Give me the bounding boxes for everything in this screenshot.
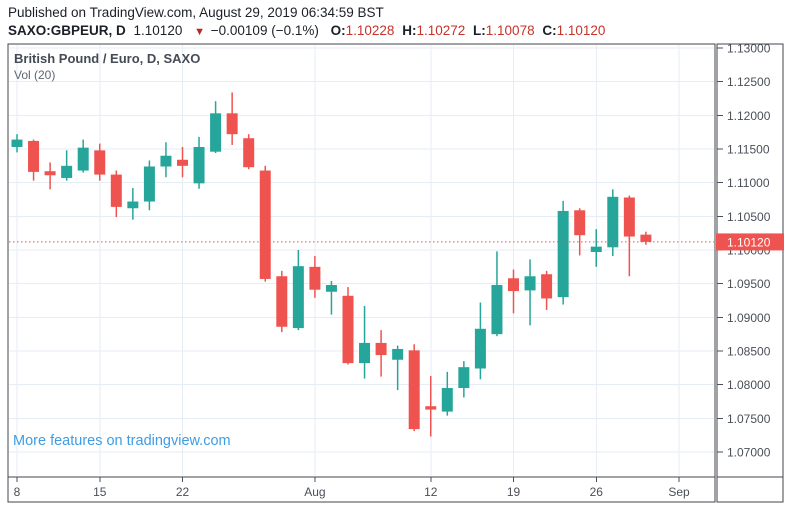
- candle-body: [61, 165, 73, 178]
- candle-body: [28, 140, 40, 172]
- candle-body: [408, 350, 420, 430]
- axis-corner-box: [716, 476, 784, 503]
- low-value: 1.10078: [485, 23, 535, 38]
- low-label: L:: [473, 23, 486, 38]
- price-change: −0.00109 (−0.1%): [210, 23, 319, 38]
- candle-body: [508, 278, 519, 292]
- candle-body: [342, 295, 354, 364]
- indicator-label[interactable]: Vol (20): [14, 68, 56, 82]
- candle-body: [127, 201, 139, 209]
- tradingview-link[interactable]: More features on tradingview.com: [13, 433, 231, 449]
- current-price-tag: [716, 233, 784, 251]
- candle-body: [590, 246, 602, 253]
- candle-body: [292, 266, 304, 329]
- down-triangle-icon: ▼: [194, 26, 205, 38]
- y-axis-label: 1.11000: [727, 176, 770, 190]
- y-axis-label: 1.10500: [727, 210, 771, 224]
- publish-caption: Published on TradingView.com, August 29,…: [8, 5, 384, 20]
- y-axis-label: 1.08000: [727, 378, 771, 392]
- high-label: H:: [402, 23, 417, 38]
- candle-body: [557, 210, 569, 298]
- candle-body: [541, 274, 553, 299]
- candle-body: [177, 159, 188, 166]
- y-axis-label: 1.09500: [727, 277, 771, 291]
- candle-body: [325, 285, 337, 292]
- candle-body: [458, 367, 470, 389]
- candle-body: [607, 196, 619, 248]
- y-axis-label: 1.07000: [727, 446, 771, 460]
- candle-body: [640, 234, 652, 242]
- candle-body: [77, 147, 89, 171]
- candle-body: [160, 155, 172, 167]
- y-axis-label: 1.07500: [727, 412, 771, 426]
- chart-title: British Pound / Euro, D, SAXO: [14, 51, 201, 66]
- x-axis-label: 8: [14, 485, 21, 499]
- candle-body: [210, 113, 222, 152]
- x-axis-label: Sep: [668, 485, 690, 499]
- open-value: 1.10228: [345, 23, 395, 38]
- candle-body: [441, 388, 453, 412]
- candle-body: [425, 406, 437, 410]
- candle-body: [574, 210, 586, 236]
- symbol-summary: SAXO:GBPEUR, D 1.10120 ▼ −0.00109 (−0.1%…: [8, 23, 605, 38]
- chart-pane-border: [7, 43, 716, 478]
- x-axis-label: 19: [507, 485, 521, 499]
- close-value: 1.10120: [556, 23, 606, 38]
- candle-body: [11, 139, 23, 147]
- candle-body: [259, 170, 271, 279]
- candle-body: [491, 285, 503, 335]
- y-axis-label: 1.08500: [727, 345, 771, 359]
- candle-body: [243, 138, 255, 168]
- time-axis-border[interactable]: [7, 476, 716, 503]
- candle-body: [276, 276, 288, 327]
- open-label: O:: [330, 23, 346, 38]
- candle-body: [359, 342, 371, 364]
- candle-body: [392, 348, 404, 360]
- y-axis-label: 1.12000: [727, 109, 771, 123]
- x-axis-label: 12: [424, 485, 438, 499]
- candle-body: [44, 171, 56, 176]
- candle-body: [110, 174, 122, 207]
- candle-body: [375, 342, 387, 356]
- y-axis-label: 1.11500: [727, 143, 770, 157]
- symbol-name[interactable]: SAXO:GBPEUR, D: [8, 23, 126, 38]
- close-label: C:: [542, 23, 557, 38]
- y-axis-label: 1.09000: [727, 311, 771, 325]
- candle-body: [193, 146, 205, 184]
- x-axis-label: 15: [93, 485, 107, 499]
- candle-body: [524, 276, 536, 291]
- last-price-value: 1.10120: [133, 23, 183, 38]
- candle-body: [474, 328, 486, 369]
- current-price-tag-value: 1.10120: [727, 235, 771, 249]
- y-axis-label: 1.13000: [727, 42, 771, 56]
- x-axis-label: Aug: [304, 485, 325, 499]
- candle-body: [309, 266, 321, 290]
- candle-body: [94, 150, 106, 175]
- candle-body: [143, 166, 155, 202]
- candle-body: [623, 197, 635, 237]
- y-axis-label: 1.12500: [727, 75, 771, 89]
- x-axis-label: 26: [590, 485, 604, 499]
- x-axis-label: 22: [176, 485, 190, 499]
- high-value: 1.10272: [416, 23, 466, 38]
- candle-body: [226, 113, 238, 135]
